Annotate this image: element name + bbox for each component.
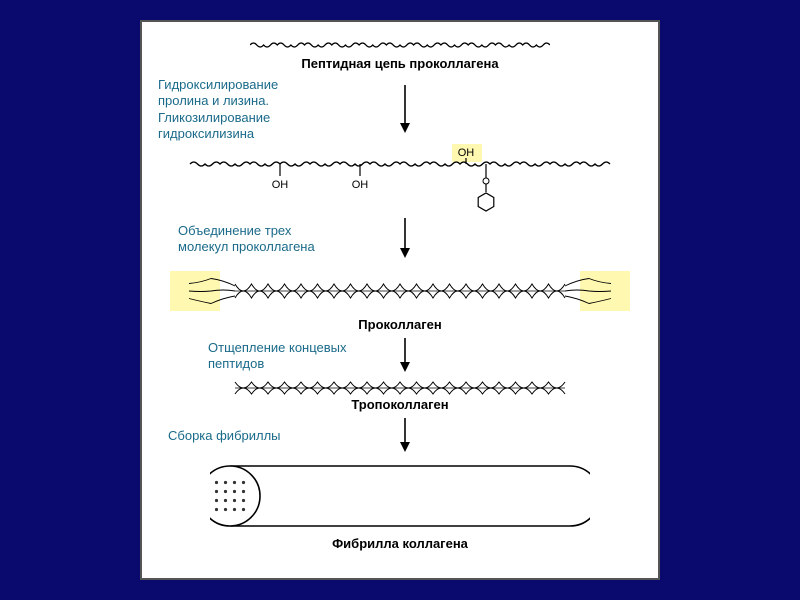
svg-text:OH: OH (352, 179, 369, 191)
stage4-tropocollagen (158, 380, 642, 396)
step3-row: Отщепление концевых пептидов (158, 336, 642, 376)
arrow-1 (358, 85, 642, 135)
stage5-caption: Фибрилла коллагена (158, 536, 642, 551)
step2-row: Объединение трех молекул проколлагена (158, 216, 642, 262)
stage1-caption: Пептидная цепь проколлагена (158, 56, 642, 71)
arrow-3 (378, 338, 642, 374)
stage3-caption: Проколлаген (158, 317, 642, 332)
step2-label: Объединение трех молекул проколлагена (158, 223, 358, 256)
stage3-procollagen (158, 266, 642, 316)
stage2-chain: OH OH OH (158, 144, 642, 214)
step1-row: Гидроксилирование пролина и лизина. Глик… (158, 77, 642, 142)
stage4-caption: Тропоколлаген (158, 397, 642, 412)
step1-label: Гидроксилирование пролина и лизина. Глик… (158, 77, 358, 142)
arrow-2 (358, 218, 642, 260)
svg-text:OH: OH (272, 179, 289, 191)
stage1-chain (158, 36, 642, 54)
arrow-4 (338, 418, 642, 454)
stage5-fibril (158, 460, 642, 532)
svg-text:OH: OH (458, 147, 475, 159)
diagram-panel: Пептидная цепь проколлагена Гидроксилиро… (140, 20, 660, 580)
step4-label: Сборка фибриллы (158, 428, 338, 444)
step3-label: Отщепление концевых пептидов (158, 340, 378, 373)
step4-row: Сборка фибриллы (158, 416, 642, 456)
